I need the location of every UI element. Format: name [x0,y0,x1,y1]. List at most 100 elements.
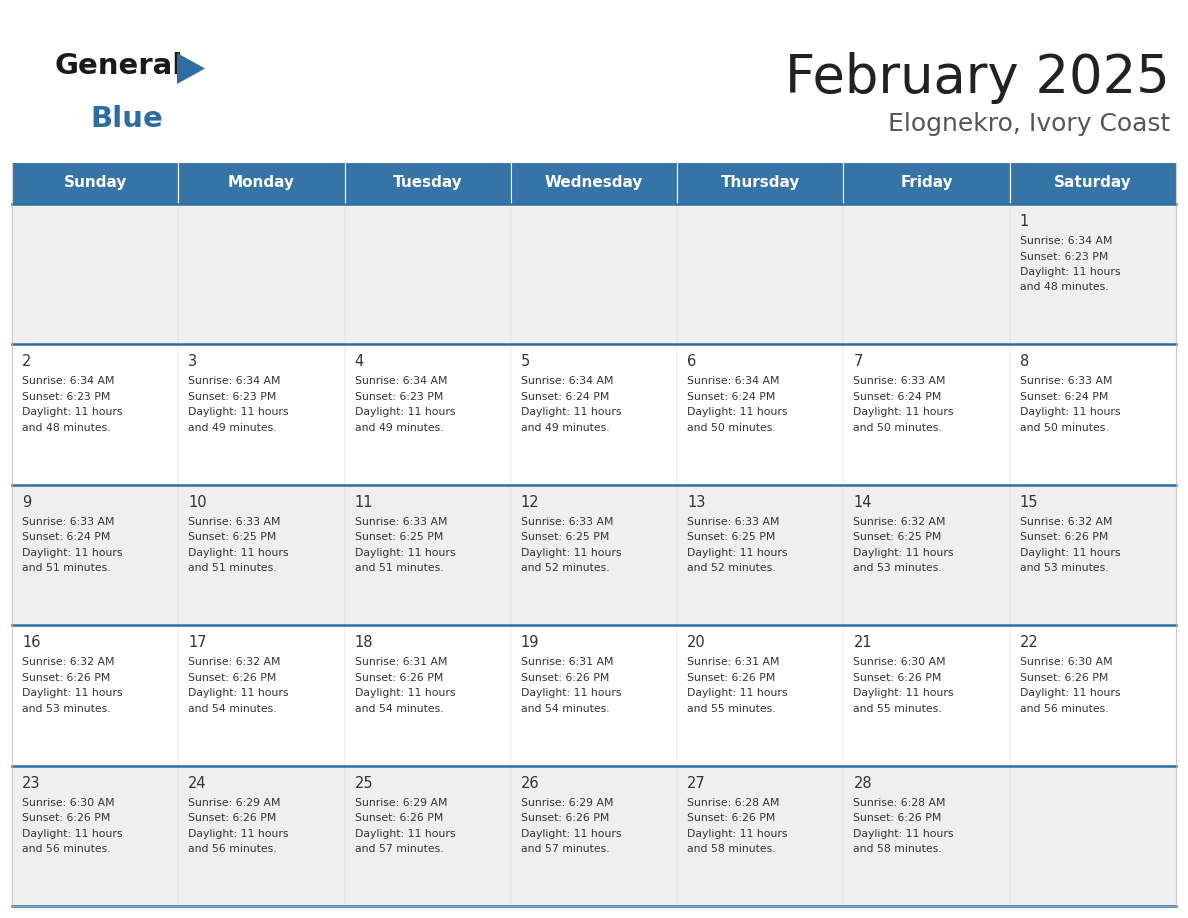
Text: Sunset: 6:26 PM: Sunset: 6:26 PM [853,673,942,683]
Text: 1: 1 [1019,214,1029,229]
Text: Daylight: 11 hours: Daylight: 11 hours [853,548,954,558]
Text: and 53 minutes.: and 53 minutes. [23,704,110,713]
Text: Sunset: 6:25 PM: Sunset: 6:25 PM [687,532,776,543]
Bar [178,625,345,766]
Text: Daylight: 11 hours: Daylight: 11 hours [687,548,788,558]
Text: Sunrise: 6:32 AM: Sunrise: 6:32 AM [23,657,114,667]
Text: Sunrise: 6:32 AM: Sunrise: 6:32 AM [1019,517,1112,527]
Text: 15: 15 [1019,495,1038,509]
Text: 11: 11 [354,495,373,509]
Text: 8: 8 [1019,354,1029,369]
Text: Sunrise: 6:33 AM: Sunrise: 6:33 AM [1019,376,1112,386]
Bar [677,344,843,485]
Bar [178,344,345,485]
Text: and 49 minutes.: and 49 minutes. [354,423,443,433]
Text: Daylight: 11 hours: Daylight: 11 hours [354,829,455,839]
Text: Sunrise: 6:29 AM: Sunrise: 6:29 AM [520,798,613,808]
Text: 25: 25 [354,776,373,790]
Text: Daylight: 11 hours: Daylight: 11 hours [520,548,621,558]
Text: and 50 minutes.: and 50 minutes. [1019,423,1108,433]
Text: and 48 minutes.: and 48 minutes. [1019,283,1108,293]
Bar [12,162,178,204]
Text: Daylight: 11 hours: Daylight: 11 hours [354,408,455,418]
Text: Sunset: 6:23 PM: Sunset: 6:23 PM [354,392,443,402]
Text: 28: 28 [853,776,872,790]
Bar [1010,344,1176,485]
Text: Sunrise: 6:34 AM: Sunrise: 6:34 AM [188,376,280,386]
Text: Sunrise: 6:30 AM: Sunrise: 6:30 AM [1019,657,1112,667]
Text: Daylight: 11 hours: Daylight: 11 hours [1019,267,1120,277]
Text: Sunset: 6:26 PM: Sunset: 6:26 PM [687,673,776,683]
Text: 19: 19 [520,635,539,650]
Bar [178,485,345,625]
Text: and 57 minutes.: and 57 minutes. [520,844,609,854]
Text: Sunrise: 6:34 AM: Sunrise: 6:34 AM [1019,236,1112,246]
Text: Daylight: 11 hours: Daylight: 11 hours [188,548,289,558]
Text: Sunset: 6:24 PM: Sunset: 6:24 PM [687,392,776,402]
Text: 4: 4 [354,354,364,369]
Text: Daylight: 11 hours: Daylight: 11 hours [520,408,621,418]
Text: and 48 minutes.: and 48 minutes. [23,423,110,433]
Text: Sunset: 6:24 PM: Sunset: 6:24 PM [853,392,942,402]
Text: and 56 minutes.: and 56 minutes. [188,844,277,854]
Bar [345,162,511,204]
Bar [677,162,843,204]
Text: Sunset: 6:25 PM: Sunset: 6:25 PM [520,532,609,543]
Text: 18: 18 [354,635,373,650]
Text: 26: 26 [520,776,539,790]
Text: and 54 minutes.: and 54 minutes. [354,704,443,713]
Text: Sunset: 6:26 PM: Sunset: 6:26 PM [1019,532,1108,543]
Text: and 53 minutes.: and 53 minutes. [853,564,942,574]
Text: and 51 minutes.: and 51 minutes. [354,564,443,574]
Text: Tuesday: Tuesday [393,175,462,191]
Text: 14: 14 [853,495,872,509]
Text: Daylight: 11 hours: Daylight: 11 hours [23,688,122,699]
Bar [12,485,178,625]
Polygon shape [177,53,206,84]
Text: and 58 minutes.: and 58 minutes. [687,844,776,854]
Text: 12: 12 [520,495,539,509]
Text: Sunrise: 6:29 AM: Sunrise: 6:29 AM [354,798,447,808]
Text: Sunrise: 6:31 AM: Sunrise: 6:31 AM [354,657,447,667]
Text: Daylight: 11 hours: Daylight: 11 hours [520,688,621,699]
Text: Sunrise: 6:34 AM: Sunrise: 6:34 AM [520,376,613,386]
Text: Daylight: 11 hours: Daylight: 11 hours [520,829,621,839]
Text: and 49 minutes.: and 49 minutes. [520,423,609,433]
Bar [178,204,345,344]
Text: Sunrise: 6:33 AM: Sunrise: 6:33 AM [188,517,280,527]
Text: and 51 minutes.: and 51 minutes. [23,564,110,574]
Text: and 52 minutes.: and 52 minutes. [520,564,609,574]
Text: Daylight: 11 hours: Daylight: 11 hours [23,408,122,418]
Text: Daylight: 11 hours: Daylight: 11 hours [1019,548,1120,558]
Bar [345,625,511,766]
Bar [1010,766,1176,906]
Text: and 49 minutes.: and 49 minutes. [188,423,277,433]
Text: Sunrise: 6:30 AM: Sunrise: 6:30 AM [23,798,114,808]
Text: Blue: Blue [90,105,163,133]
Text: and 56 minutes.: and 56 minutes. [1019,704,1108,713]
Text: 5: 5 [520,354,530,369]
Text: Sunrise: 6:30 AM: Sunrise: 6:30 AM [853,657,946,667]
Bar [843,625,1010,766]
Text: 27: 27 [687,776,706,790]
Bar [178,162,345,204]
Text: and 53 minutes.: and 53 minutes. [1019,564,1108,574]
Bar [677,766,843,906]
Text: General: General [55,52,183,80]
Text: Sunset: 6:26 PM: Sunset: 6:26 PM [1019,673,1108,683]
Text: Sunrise: 6:31 AM: Sunrise: 6:31 AM [520,657,613,667]
Text: Sunrise: 6:34 AM: Sunrise: 6:34 AM [23,376,114,386]
Bar [843,162,1010,204]
Bar [677,485,843,625]
Text: Wednesday: Wednesday [545,175,643,191]
Bar [511,766,677,906]
Text: Sunrise: 6:33 AM: Sunrise: 6:33 AM [853,376,946,386]
Text: and 52 minutes.: and 52 minutes. [687,564,776,574]
Text: Sunset: 6:23 PM: Sunset: 6:23 PM [23,392,110,402]
Text: Daylight: 11 hours: Daylight: 11 hours [23,829,122,839]
Text: 17: 17 [188,635,207,650]
Text: Daylight: 11 hours: Daylight: 11 hours [1019,408,1120,418]
Text: 24: 24 [188,776,207,790]
Text: Saturday: Saturday [1054,175,1132,191]
Text: Sunset: 6:23 PM: Sunset: 6:23 PM [1019,252,1108,262]
